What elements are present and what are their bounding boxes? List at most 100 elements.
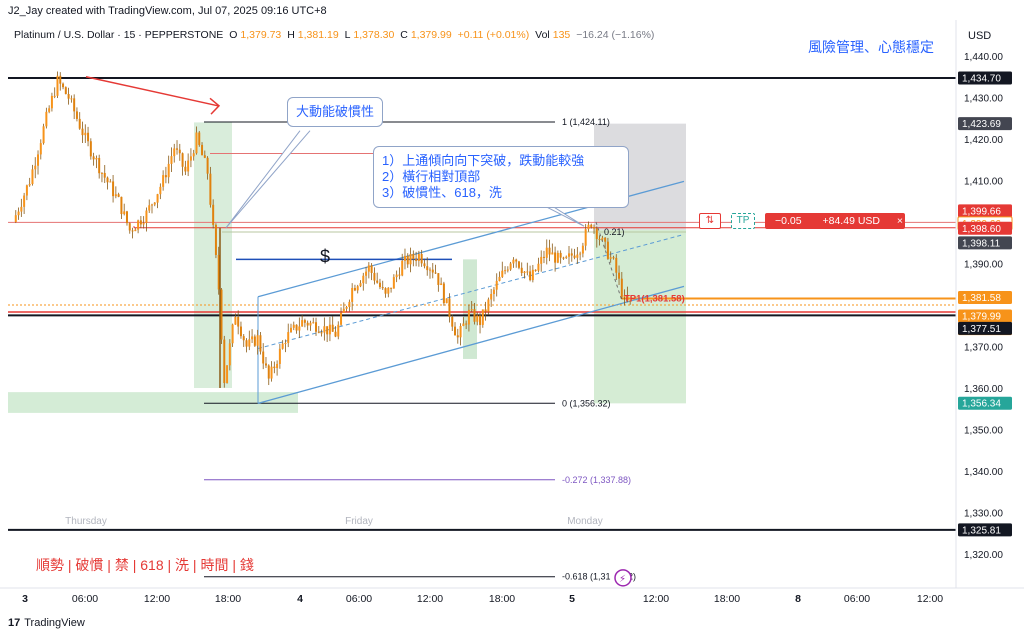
candle-body: [334, 331, 337, 337]
time-tick-label: 18:00: [714, 593, 740, 605]
candle-body: [117, 194, 120, 197]
candle-body: [87, 132, 90, 142]
candle-body: [23, 195, 26, 207]
headline-note[interactable]: 風險管理、心態穩定: [808, 39, 934, 55]
price-chart[interactable]: Thursday Friday Monday 1,440.001,430.001,4…: [0, 20, 1024, 612]
candle-body: [95, 157, 98, 160]
time-tick-label: 4: [297, 593, 303, 605]
time-tick-label: 06:00: [72, 593, 98, 605]
candle-body: [395, 274, 398, 278]
fib-label: -0.272 (1,337.88): [562, 475, 631, 485]
candle-body: [28, 184, 31, 186]
footer-brand[interactable]: 17 TradingView: [8, 617, 85, 629]
chart-frame[interactable]: Thursday Friday Monday 1,440.00 1,430.00 1,4…: [0, 20, 1024, 612]
high-label: H: [287, 29, 295, 41]
fib-label: 0 (1,356.32): [562, 398, 611, 408]
candle-body: [448, 298, 451, 317]
price-tag-label: 1,398.60: [962, 224, 1001, 235]
price-tag: [958, 204, 1012, 218]
low-label: L: [344, 29, 351, 41]
rules-text[interactable]: 順勢 | 破慣 | 禁 | 618 | 洗 | 時間 | 錢: [36, 557, 254, 573]
candle-body: [81, 128, 84, 136]
candle-body: [520, 267, 523, 274]
candle-body: [331, 324, 334, 332]
close-value: 1,379.99: [410, 29, 452, 41]
candle-body: [145, 210, 148, 223]
candle-body: [301, 320, 304, 327]
candle-body: [151, 204, 153, 206]
callout-momentum[interactable]: 大動能破慣性: [287, 97, 384, 127]
tp-button[interactable]: TP: [731, 213, 755, 229]
symbol-name[interactable]: Platinum / U.S. Dollar · 15 · PEPPERSTON…: [14, 29, 224, 41]
price-tag: [958, 309, 1012, 323]
candle-body: [562, 257, 565, 259]
candle-body: [262, 351, 265, 364]
candle-body: [45, 111, 48, 127]
candle-body: [417, 254, 420, 261]
candle-body: [189, 156, 192, 161]
candle-body: [401, 260, 404, 276]
candle-body: [523, 271, 526, 274]
flip-button[interactable]: ⇅: [699, 213, 721, 229]
candle-body: [114, 194, 117, 197]
candle-body: [473, 309, 476, 322]
candle-body: [112, 181, 115, 197]
callout-line-3: 3）破慣性、618，洗: [382, 185, 502, 200]
candle-body: [423, 263, 426, 267]
price-tick-label: 1,320.00: [964, 550, 1003, 561]
candle-body: [526, 271, 529, 273]
candle-body: [323, 326, 326, 333]
candle-body: [604, 237, 607, 242]
alert-icon: [614, 569, 632, 587]
candle-body: [64, 87, 67, 95]
price-tag-label: 1,356.34: [962, 399, 1001, 410]
candle-body: [89, 141, 92, 157]
candle-body: [412, 253, 415, 260]
candle-body: [615, 257, 618, 273]
candle-body: [284, 342, 287, 344]
callout-analysis[interactable]: 1）上通傾向向下突破，跌動能較強 2）橫行相對頂部 3）破慣性、618，洗: [373, 146, 629, 208]
pnl-display[interactable]: −0.05 +84.49 USD ×: [765, 213, 905, 229]
fib-label: -0.618 (1,31: [562, 572, 611, 582]
candle-body: [403, 255, 406, 261]
candle-body: [542, 256, 545, 258]
candle-body: [587, 224, 590, 230]
candle-body: [253, 336, 256, 346]
close-icon[interactable]: ×: [896, 215, 904, 227]
symbol-legend: Platinum / U.S. Dollar · 15 · PEPPERSTON…: [14, 29, 657, 41]
candle-body: [50, 95, 53, 109]
currency-label[interactable]: USD: [968, 30, 992, 42]
candle-body: [137, 220, 140, 230]
open-value: 1,379.73: [240, 29, 282, 41]
candle-body: [504, 270, 507, 272]
candle-body: [245, 340, 248, 347]
time-tick-label: 8: [795, 593, 801, 605]
candle-body: [178, 149, 181, 154]
candle-body: [187, 160, 190, 172]
price-tick-label: 1,340.00: [964, 467, 1003, 478]
price-tick-label: 1,440.00: [964, 52, 1003, 63]
candle-body: [345, 306, 348, 309]
day-label: Thursday: [65, 516, 107, 527]
candle-body: [98, 157, 101, 174]
candle-body: [217, 254, 220, 290]
candle-body: [34, 165, 37, 170]
candle-body: [362, 275, 365, 284]
candle-body: [426, 266, 429, 271]
candle-body: [378, 282, 381, 288]
candle-body: [381, 287, 384, 289]
time-tick-label: 12:00: [417, 593, 443, 605]
brand-name: TradingView: [24, 617, 85, 629]
price-tag-label: 1,377.51: [962, 324, 1001, 335]
pnl-b: +84.49 USD: [822, 215, 881, 227]
candle-body: [623, 295, 626, 297]
candle-body: [198, 132, 201, 145]
candle-body: [148, 205, 151, 211]
candle-body: [367, 265, 370, 272]
pnl-a: −0.05: [775, 215, 802, 227]
candle-body: [320, 332, 323, 334]
time-tick-label: 12:00: [144, 593, 170, 605]
candle-body: [462, 323, 465, 327]
candle-body: [492, 289, 495, 294]
candle-body: [212, 204, 215, 225]
